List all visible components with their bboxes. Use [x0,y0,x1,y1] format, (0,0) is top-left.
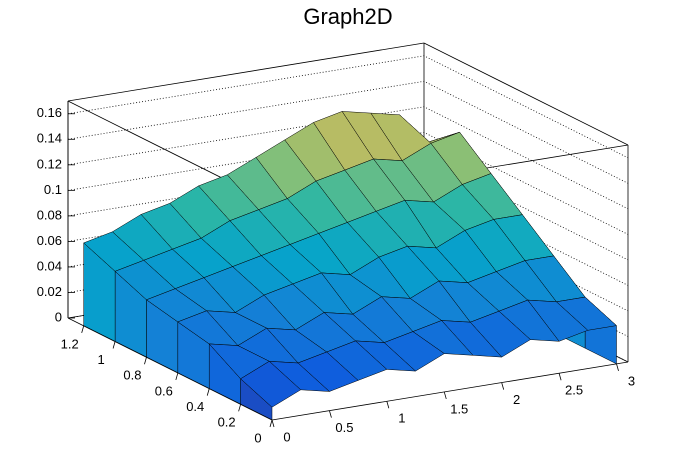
z-tick-label: 0.08 [37,207,62,222]
x-tick-label: 3 [628,373,635,388]
x-tick [386,401,390,409]
x-tick [443,391,447,400]
x-tick [616,363,619,371]
box-edge [423,42,629,146]
y-tick-label: 1 [97,352,104,367]
z-tick-label: 0.1 [44,182,62,197]
x-tick [271,419,275,428]
y-tick [269,419,273,428]
x-tick-label: 2 [513,392,520,407]
y-tick-label: 1.2 [61,336,79,351]
z-tick-label: 0.14 [37,131,62,146]
y-axis [67,317,273,421]
x-tick-label: 1 [398,411,405,426]
x-tick-label: 2.5 [565,383,583,398]
z-tick-label: 0.02 [37,284,62,299]
y-tick [238,404,241,412]
z-tick-label: 0.04 [37,258,62,273]
y-tick-label: 0.6 [155,383,173,398]
box-edge [67,42,425,102]
y-tick [206,388,210,396]
x-tick [558,373,562,381]
y-tick [144,357,147,365]
y-tick-label: 0.4 [186,399,204,414]
y-tick-label: 0 [254,430,261,445]
y-tick-label: 0.8 [123,368,141,383]
x-tick-label: 1.5 [450,401,468,416]
chart-title: Graph2D [303,4,392,29]
surface-cell [240,360,302,408]
y-tick [81,325,85,333]
y-tick-label: 0.2 [218,415,236,430]
z-tick-label: 0.12 [37,156,62,171]
x-tick-label: 0.5 [335,420,353,435]
x-axis [271,361,629,421]
z-tick-label: 0.06 [37,233,62,248]
y-tick [175,372,179,381]
z-tick-label: 0 [55,309,62,324]
z-tick-label: 0.16 [37,105,62,120]
x-tick [501,382,505,390]
x-tick-label: 0 [283,429,290,444]
x-tick [329,410,332,418]
y-tick [112,341,116,349]
